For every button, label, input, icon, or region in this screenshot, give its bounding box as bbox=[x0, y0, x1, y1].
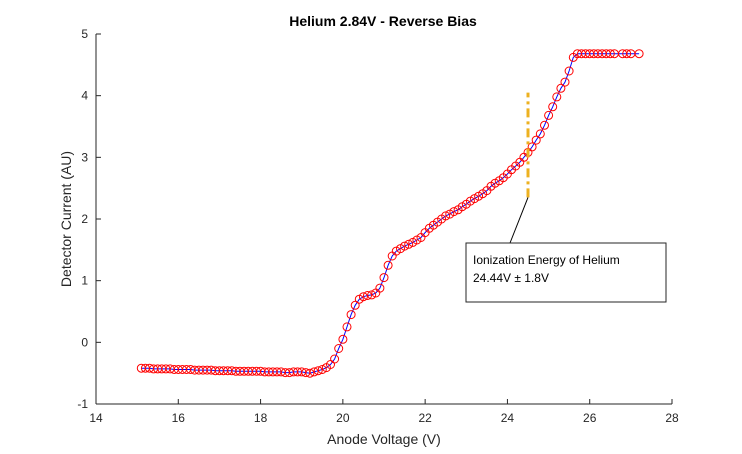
data-point bbox=[346, 310, 356, 320]
annotation-box bbox=[465, 242, 667, 303]
data-point bbox=[527, 142, 537, 152]
data-point bbox=[531, 135, 541, 145]
data-point bbox=[400, 241, 410, 251]
data-point bbox=[560, 77, 570, 87]
annotation-line-2: 24.44V ± 1.8V bbox=[473, 271, 549, 285]
x-tick-label: 26 bbox=[583, 411, 597, 425]
chart-title: Helium 2.84V - Reverse Bias bbox=[289, 13, 477, 29]
x-tick-label: 22 bbox=[418, 411, 432, 425]
y-tick-label: 2 bbox=[81, 212, 88, 226]
data-point bbox=[338, 334, 348, 344]
y-tick-label: 1 bbox=[81, 274, 88, 288]
data-point bbox=[622, 49, 632, 59]
data-point bbox=[552, 92, 562, 102]
data-point bbox=[535, 129, 545, 139]
data-point bbox=[313, 366, 323, 376]
y-tick-label: 0 bbox=[81, 335, 88, 349]
y-tick-label: 5 bbox=[81, 27, 88, 41]
y-tick-label: 4 bbox=[81, 89, 88, 103]
data-point bbox=[383, 260, 393, 270]
data-point bbox=[404, 239, 414, 249]
x-tick-label: 18 bbox=[254, 411, 268, 425]
data-point bbox=[309, 367, 319, 377]
data-point bbox=[305, 368, 315, 378]
x-ticks: 14 16 18 20 22 24 26 28 bbox=[89, 399, 679, 425]
y-tick-label: 3 bbox=[81, 150, 88, 164]
data-point bbox=[449, 207, 459, 217]
annotation-line-1: Ionization Energy of Helium bbox=[473, 253, 620, 267]
data-point bbox=[556, 83, 566, 93]
x-tick-label: 16 bbox=[172, 411, 186, 425]
data-point bbox=[334, 344, 344, 353]
data-point bbox=[330, 354, 340, 364]
series-layer bbox=[136, 49, 644, 378]
x-tick-label: 24 bbox=[501, 411, 515, 425]
x-tick-label: 20 bbox=[336, 411, 350, 425]
data-point bbox=[564, 66, 574, 76]
data-point bbox=[342, 322, 352, 332]
annotation-arrow bbox=[509, 197, 529, 244]
x-axis-label: Anode Voltage (V) bbox=[327, 431, 441, 447]
data-point bbox=[350, 300, 360, 310]
y-axis-label: Detector Current (AU) bbox=[58, 151, 74, 287]
annotation: Ionization Energy of Helium 24.44V ± 1.8… bbox=[465, 197, 667, 303]
data-point bbox=[548, 102, 558, 112]
data-point bbox=[317, 365, 327, 374]
data-point bbox=[375, 283, 385, 293]
data-point bbox=[379, 273, 389, 283]
data-point bbox=[605, 49, 615, 59]
series-line bbox=[141, 53, 640, 374]
data-point bbox=[540, 120, 549, 130]
x-tick-label: 28 bbox=[665, 411, 679, 425]
data-point bbox=[544, 110, 554, 120]
y-tick-label: -1 bbox=[77, 397, 88, 411]
data-point bbox=[363, 291, 372, 300]
data-point bbox=[367, 290, 377, 300]
data-point bbox=[441, 211, 451, 221]
axes bbox=[95, 34, 672, 405]
y-ticks: -1 0 1 2 3 4 5 bbox=[77, 27, 101, 411]
x-tick-label: 14 bbox=[89, 411, 103, 425]
data-point bbox=[358, 292, 368, 302]
data-point bbox=[634, 49, 644, 59]
